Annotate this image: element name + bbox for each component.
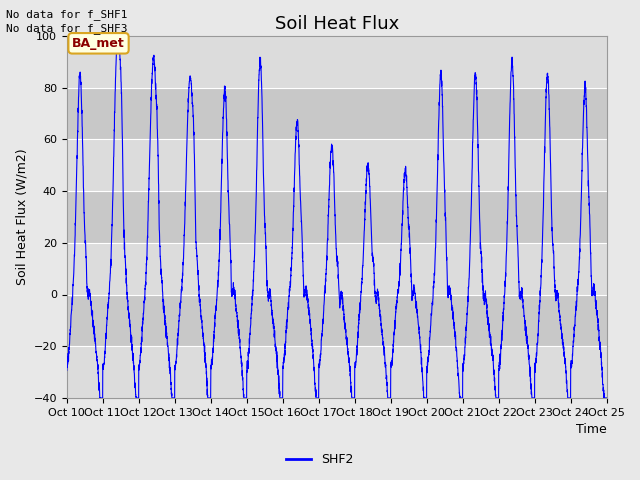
Bar [67, 36, 607, 88]
Bar [67, 243, 607, 295]
Text: No data for f_SHF3: No data for f_SHF3 [6, 23, 128, 34]
Y-axis label: Soil Heat Flux (W/m2): Soil Heat Flux (W/m2) [15, 149, 28, 285]
Title: Soil Heat Flux: Soil Heat Flux [275, 15, 399, 33]
Bar [67, 191, 607, 243]
Bar [67, 88, 607, 139]
Bar [67, 295, 607, 346]
Bar [67, 139, 607, 191]
X-axis label: Time: Time [576, 423, 607, 436]
Text: No data for f_SHF1: No data for f_SHF1 [6, 9, 128, 20]
Legend: SHF2: SHF2 [282, 448, 358, 471]
Text: BA_met: BA_met [72, 37, 125, 50]
Bar [67, 346, 607, 398]
